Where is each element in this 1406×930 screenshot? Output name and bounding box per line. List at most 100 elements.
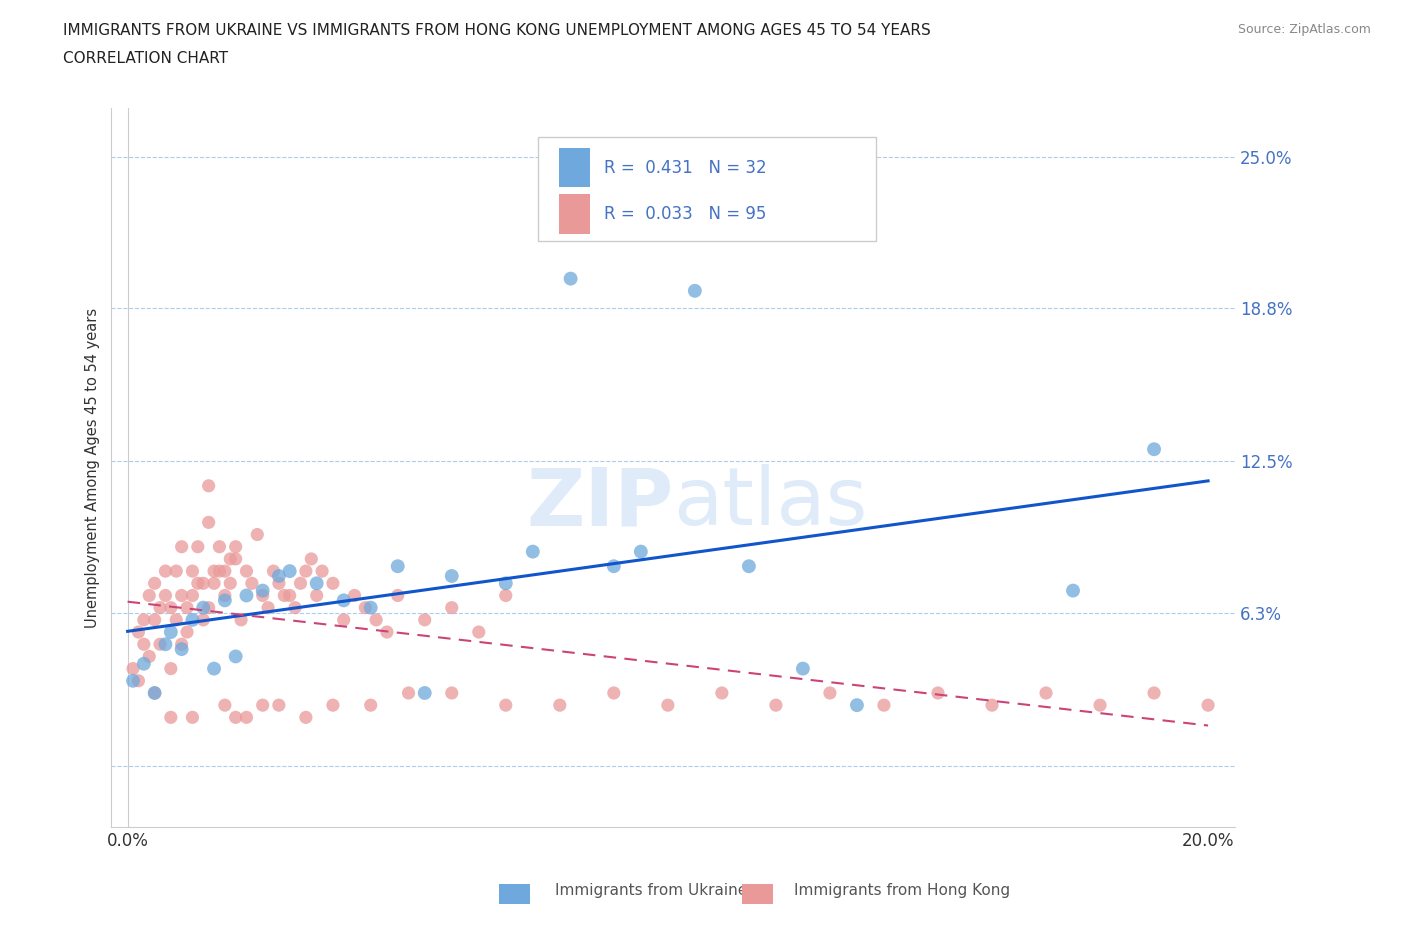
- Point: [278, 588, 301, 603]
- Point: [322, 576, 344, 591]
- Point: [278, 564, 301, 578]
- Point: [160, 710, 183, 724]
- Point: [360, 600, 382, 615]
- Point: [1143, 685, 1166, 700]
- Point: [202, 661, 225, 676]
- Point: [1197, 698, 1219, 712]
- Point: [202, 564, 225, 578]
- Text: Source: ZipAtlas.com: Source: ZipAtlas.com: [1237, 23, 1371, 36]
- Point: [160, 600, 183, 615]
- Point: [138, 588, 160, 603]
- Text: ZIP: ZIP: [526, 464, 673, 542]
- Point: [181, 613, 204, 628]
- Point: [138, 649, 160, 664]
- Point: [267, 568, 290, 583]
- Point: [305, 576, 328, 591]
- Point: [170, 588, 193, 603]
- Point: [375, 625, 398, 640]
- Bar: [558, 194, 591, 233]
- Text: IMMIGRANTS FROM UKRAINE VS IMMIGRANTS FROM HONG KONG UNEMPLOYMENT AMONG AGES 45 : IMMIGRANTS FROM UKRAINE VS IMMIGRANTS FR…: [63, 23, 931, 38]
- Bar: [538, 137, 876, 241]
- Point: [170, 637, 193, 652]
- Point: [738, 559, 761, 574]
- Point: [360, 698, 382, 712]
- Point: [155, 637, 177, 652]
- Point: [332, 613, 354, 628]
- Point: [143, 613, 166, 628]
- Point: [214, 593, 236, 608]
- Point: [440, 685, 463, 700]
- Point: [398, 685, 420, 700]
- Point: [299, 551, 322, 566]
- Text: atlas: atlas: [673, 464, 868, 542]
- Point: [252, 698, 274, 712]
- Point: [295, 564, 318, 578]
- Point: [122, 673, 145, 688]
- Point: [225, 551, 247, 566]
- Point: [246, 527, 269, 542]
- Point: [603, 559, 626, 574]
- Point: [1088, 698, 1111, 712]
- Point: [193, 600, 215, 615]
- Point: [187, 539, 209, 554]
- Y-axis label: Unemployment Among Ages 45 to 54 years: Unemployment Among Ages 45 to 54 years: [86, 308, 100, 628]
- Point: [214, 564, 236, 578]
- Point: [273, 588, 295, 603]
- Point: [295, 710, 318, 724]
- Point: [603, 685, 626, 700]
- Point: [263, 564, 285, 578]
- Point: [127, 625, 149, 640]
- Text: Immigrants from Hong Kong: Immigrants from Hong Kong: [794, 884, 1011, 898]
- Point: [225, 539, 247, 554]
- Point: [818, 685, 841, 700]
- Point: [193, 613, 215, 628]
- Point: [176, 600, 198, 615]
- Point: [219, 576, 242, 591]
- Point: [149, 600, 172, 615]
- Point: [197, 600, 219, 615]
- Point: [181, 564, 204, 578]
- Point: [267, 698, 290, 712]
- Point: [160, 661, 183, 676]
- Point: [127, 673, 149, 688]
- Point: [1143, 442, 1166, 457]
- Point: [981, 698, 1004, 712]
- Point: [495, 698, 517, 712]
- Point: [290, 576, 312, 591]
- Point: [495, 576, 517, 591]
- Point: [160, 625, 183, 640]
- Point: [332, 593, 354, 608]
- Point: [630, 544, 652, 559]
- Point: [387, 588, 409, 603]
- Point: [197, 515, 219, 530]
- Point: [155, 588, 177, 603]
- Point: [143, 576, 166, 591]
- Point: [170, 539, 193, 554]
- Point: [143, 685, 166, 700]
- Point: [387, 559, 409, 574]
- Point: [122, 661, 145, 676]
- Point: [845, 698, 868, 712]
- Point: [495, 588, 517, 603]
- Point: [1035, 685, 1057, 700]
- Point: [305, 588, 328, 603]
- Point: [193, 576, 215, 591]
- Point: [181, 710, 204, 724]
- Text: R =  0.033   N = 95: R = 0.033 N = 95: [603, 206, 766, 223]
- Text: CORRELATION CHART: CORRELATION CHART: [63, 51, 228, 66]
- Point: [560, 272, 582, 286]
- Point: [181, 588, 204, 603]
- Point: [683, 284, 706, 299]
- Point: [155, 564, 177, 578]
- Point: [257, 600, 280, 615]
- Point: [208, 564, 231, 578]
- Point: [252, 588, 274, 603]
- Point: [343, 588, 366, 603]
- Point: [229, 613, 252, 628]
- Point: [468, 625, 491, 640]
- Point: [149, 637, 172, 652]
- Point: [235, 588, 257, 603]
- Point: [132, 657, 155, 671]
- Point: [208, 539, 231, 554]
- Point: [214, 698, 236, 712]
